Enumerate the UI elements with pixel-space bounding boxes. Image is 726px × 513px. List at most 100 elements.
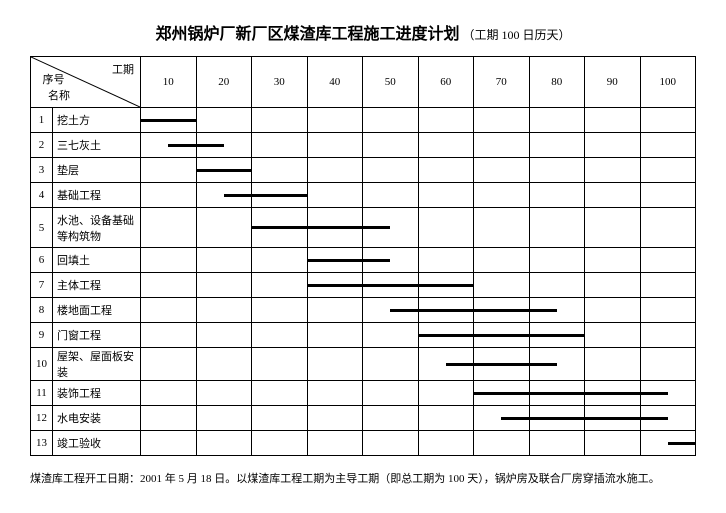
gantt-cell — [252, 248, 308, 273]
gantt-cell — [307, 298, 363, 323]
seq-cell: 12 — [31, 406, 53, 431]
chart-subtitle: （工期 100 日历天） — [463, 28, 571, 42]
gantt-cell — [640, 381, 696, 406]
gantt-cell — [418, 406, 474, 431]
name-cell: 装饰工程 — [53, 381, 141, 406]
gantt-bar — [224, 194, 251, 197]
gantt-cell — [474, 208, 530, 248]
gantt-cell — [307, 133, 363, 158]
seq-cell: 1 — [31, 108, 53, 133]
gantt-cell — [141, 133, 197, 158]
gantt-cell — [196, 298, 252, 323]
gantt-cell — [474, 323, 530, 348]
tick-label: 30 — [252, 57, 308, 108]
table-row: 5水池、设备基础等构筑物 — [31, 208, 696, 248]
gantt-bar — [530, 363, 557, 366]
table-row: 4基础工程 — [31, 183, 696, 208]
gantt-cell — [252, 158, 308, 183]
gantt-bar — [530, 417, 585, 420]
gantt-cell — [640, 133, 696, 158]
table-row: 11装饰工程 — [31, 381, 696, 406]
gantt-cell — [307, 108, 363, 133]
gantt-cell — [363, 158, 419, 183]
gantt-cell — [529, 248, 585, 273]
gantt-bar — [252, 194, 307, 197]
gantt-cell — [529, 108, 585, 133]
gantt-bar — [501, 417, 528, 420]
gantt-cell — [307, 248, 363, 273]
tick-label: 50 — [363, 57, 419, 108]
table-row: 7主体工程 — [31, 273, 696, 298]
seq-cell: 6 — [31, 248, 53, 273]
name-cell: 基础工程 — [53, 183, 141, 208]
tick-label: 100 — [640, 57, 696, 108]
gantt-cell — [474, 273, 530, 298]
gantt-cell — [252, 406, 308, 431]
gantt-cell — [141, 108, 197, 133]
gantt-cell — [141, 323, 197, 348]
gantt-cell — [474, 248, 530, 273]
gantt-cell — [196, 133, 252, 158]
gantt-bar — [668, 442, 695, 445]
seq-cell: 13 — [31, 431, 53, 456]
gantt-cell — [529, 133, 585, 158]
tick-label: 80 — [529, 57, 585, 108]
gantt-bar — [308, 259, 363, 262]
gantt-cell — [252, 431, 308, 456]
gantt-cell — [252, 323, 308, 348]
gantt-cell — [252, 208, 308, 248]
gantt-cell — [418, 158, 474, 183]
gantt-cell — [640, 158, 696, 183]
name-cell: 门窗工程 — [53, 323, 141, 348]
gantt-cell — [307, 208, 363, 248]
seq-cell: 3 — [31, 158, 53, 183]
gantt-cell — [640, 323, 696, 348]
gantt-bar — [363, 284, 418, 287]
table-header: 工期 序号 名称 10 20 30 40 50 60 70 80 90 100 — [31, 57, 696, 108]
gantt-cell — [141, 208, 197, 248]
gantt-cell — [252, 133, 308, 158]
header-period-label: 工期 — [112, 61, 134, 77]
gantt-cell — [640, 298, 696, 323]
gantt-cell — [363, 348, 419, 381]
table-row: 12水电安装 — [31, 406, 696, 431]
gantt-bar — [474, 392, 529, 395]
gantt-cell — [474, 381, 530, 406]
gantt-cell — [363, 406, 419, 431]
gantt-bar — [585, 392, 640, 395]
gantt-cell — [640, 248, 696, 273]
gantt-cell — [640, 348, 696, 381]
gantt-cell — [529, 298, 585, 323]
gantt-cell — [196, 208, 252, 248]
gantt-cell — [529, 348, 585, 381]
gantt-cell — [529, 431, 585, 456]
gantt-bar — [641, 417, 668, 420]
gantt-cell — [529, 273, 585, 298]
gantt-cell — [196, 248, 252, 273]
gantt-bar — [530, 334, 585, 337]
gantt-cell — [307, 406, 363, 431]
gantt-cell — [585, 298, 641, 323]
name-cell: 三七灰土 — [53, 133, 141, 158]
gantt-cell — [307, 273, 363, 298]
gantt-cell — [141, 406, 197, 431]
gantt-cell — [474, 431, 530, 456]
gantt-cell — [196, 406, 252, 431]
gantt-cell — [585, 248, 641, 273]
table-row: 3垫层 — [31, 158, 696, 183]
gantt-cell — [474, 158, 530, 183]
gantt-bar — [197, 169, 252, 172]
gantt-cell — [474, 406, 530, 431]
gantt-cell — [418, 133, 474, 158]
gantt-cell — [585, 406, 641, 431]
gantt-cell — [418, 183, 474, 208]
gantt-cell — [418, 431, 474, 456]
gantt-cell — [418, 381, 474, 406]
gantt-cell — [418, 248, 474, 273]
gantt-cell — [474, 133, 530, 158]
gantt-cell — [141, 431, 197, 456]
tick-label: 40 — [307, 57, 363, 108]
seq-cell: 8 — [31, 298, 53, 323]
gantt-cell — [363, 323, 419, 348]
table-row: 13竣工验收 — [31, 431, 696, 456]
